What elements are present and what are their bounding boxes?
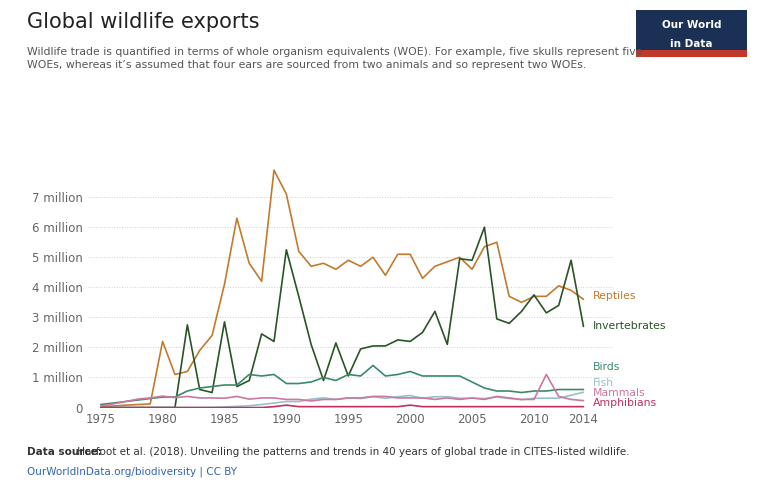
Text: Reptiles: Reptiles xyxy=(594,291,637,301)
Text: Harfoot et al. (2018). Unveiling the patterns and trends in 40 years of global t: Harfoot et al. (2018). Unveiling the pat… xyxy=(74,447,630,457)
Text: in Data: in Data xyxy=(670,39,713,49)
Text: Wildlife trade is quantified in terms of whole organism equivalents (WOE). For e: Wildlife trade is quantified in terms of… xyxy=(27,47,642,70)
Text: Mammals: Mammals xyxy=(594,388,646,398)
Text: OurWorldInData.org/biodiversity | CC BY: OurWorldInData.org/biodiversity | CC BY xyxy=(27,467,237,477)
Text: Our World: Our World xyxy=(662,20,721,30)
Text: Fish: Fish xyxy=(594,378,614,388)
Text: Amphibians: Amphibians xyxy=(594,398,657,408)
Text: Data source:: Data source: xyxy=(27,447,101,457)
Text: Birds: Birds xyxy=(594,362,621,372)
Text: Invertebrates: Invertebrates xyxy=(594,322,667,331)
Text: Global wildlife exports: Global wildlife exports xyxy=(27,12,260,32)
